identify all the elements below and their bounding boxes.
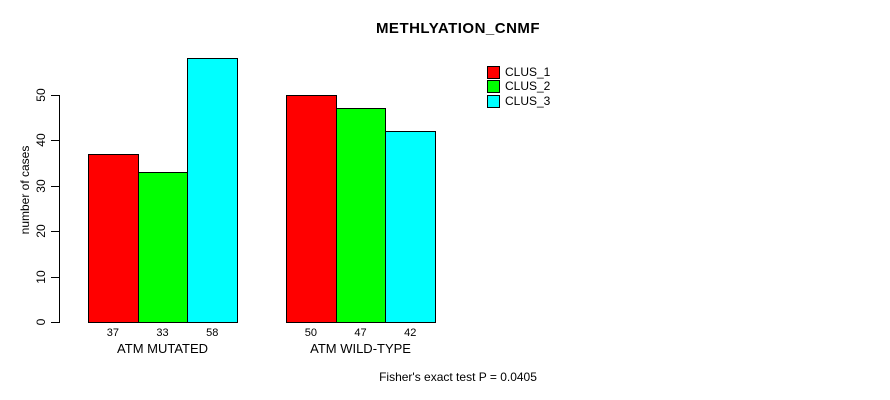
bar-clus_1-2 [286, 94, 337, 323]
y-tick-label: 20 [34, 224, 48, 238]
bar-value-label: 58 [206, 327, 219, 339]
y-tick [51, 185, 59, 187]
legend-label: CLUS_3 [505, 93, 551, 108]
bar-clus_2-1 [137, 171, 189, 323]
y-tick-label: 50 [34, 87, 48, 102]
y-tick [51, 231, 59, 232]
bar-value-label: 47 [354, 327, 367, 339]
y-tick [51, 322, 59, 323]
bar-clus_1-1 [88, 153, 139, 323]
y-tick-label: 10 [34, 269, 48, 284]
chart-title: METHLYATION_CNMF [375, 20, 541, 37]
y-tick [51, 140, 59, 141]
y-tick-label: 0 [34, 318, 48, 326]
y-axis-label: number of cases [18, 145, 32, 235]
footer-annotation: Fisher's exact test P = 0.0405 [379, 370, 537, 384]
y-axis-line [59, 94, 60, 323]
y-tick-label: 40 [34, 133, 48, 147]
legend-item-clus_2: CLUS_2 [487, 79, 551, 94]
bar-value-label: 37 [106, 327, 119, 339]
bar-clus_2-2 [335, 108, 387, 323]
y-tick [51, 94, 59, 96]
legend-label: CLUS_1 [505, 65, 551, 79]
y-tick-label: 30 [34, 178, 48, 193]
bar-value-label: 42 [404, 327, 417, 339]
legend-swatch-clus_1 [487, 66, 500, 79]
bar-value-label: 33 [156, 327, 169, 339]
legend-item-clus_1: CLUS_1 [487, 66, 550, 79]
legend-swatch-clus_3 [487, 94, 500, 108]
category-label: ATM WILD-TYPE [310, 341, 411, 356]
bar-clus_3-1 [187, 58, 239, 323]
legend-item-clus_3: CLUS_3 [487, 93, 551, 108]
bar-value-label: 50 [304, 327, 317, 339]
bar-clus_3-2 [385, 130, 437, 323]
y-tick [51, 276, 59, 278]
legend-swatch-clus_2 [487, 80, 500, 94]
legend-label: CLUS_2 [505, 79, 551, 94]
category-label: ATM MUTATED [117, 341, 209, 356]
